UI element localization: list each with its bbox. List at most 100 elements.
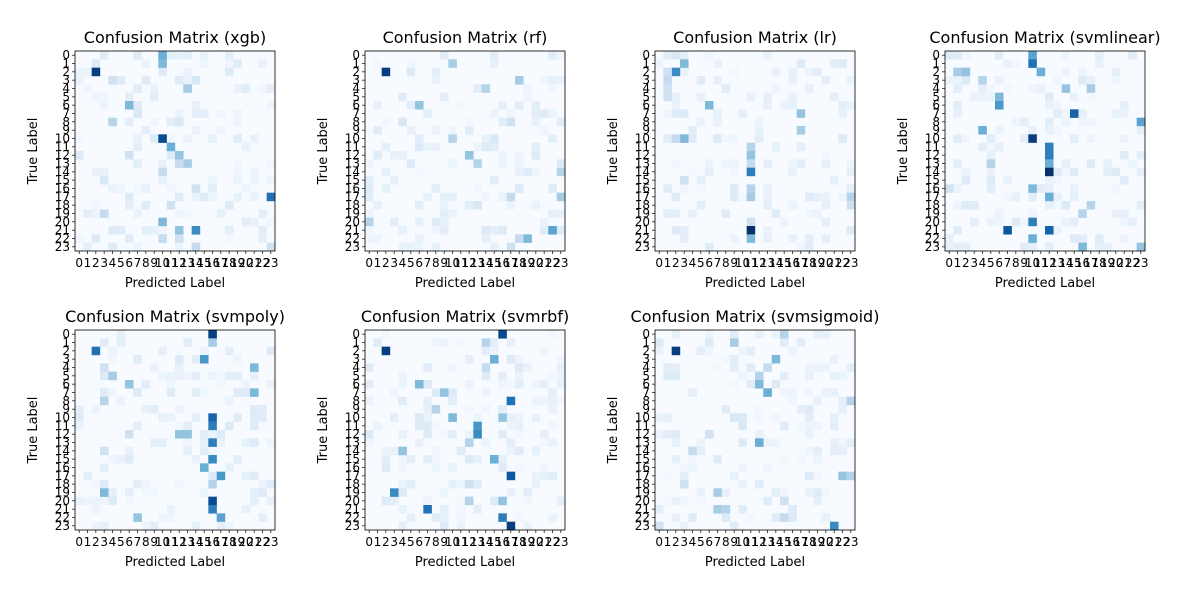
x-tick-label: 13 — [760, 535, 775, 549]
heatmap-cell — [191, 226, 201, 235]
heatmap-cell — [548, 388, 557, 397]
heatmap-cell — [763, 234, 772, 243]
heatmap-cell — [233, 167, 242, 177]
heatmap-cell — [1070, 234, 1079, 243]
x-tick-label: 0 — [75, 256, 83, 270]
heatmap-cell — [515, 413, 524, 422]
heatmap-cell — [821, 330, 831, 339]
x-tick-label: 12 — [462, 256, 477, 270]
heatmap-cell — [208, 471, 217, 481]
heatmap-cell — [91, 505, 101, 514]
heatmap-cell — [225, 396, 234, 406]
heatmap-cell — [225, 51, 234, 60]
heatmap-cell — [738, 346, 747, 356]
heatmap-cell — [133, 142, 142, 152]
heatmap-cell — [1136, 117, 1146, 127]
heatmap-cell — [713, 455, 722, 464]
heatmap-cell — [746, 226, 756, 235]
heatmap-cell — [771, 84, 781, 93]
heatmap-cell — [158, 413, 167, 422]
heatmap-cell — [680, 234, 689, 243]
heatmap-cell — [1078, 76, 1087, 85]
heatmap-cell — [746, 142, 756, 152]
y-tick-label: 22 — [635, 232, 650, 246]
y-tick-label: 14 — [55, 444, 70, 458]
heatmap-cell — [200, 355, 209, 364]
y-tick-label: 12 — [345, 427, 360, 441]
heatmap-cell — [986, 184, 996, 193]
heatmap-cell — [821, 513, 831, 522]
heatmap-cell — [258, 209, 267, 218]
heatmap-cell — [805, 242, 814, 252]
x-tick-label: 2 — [382, 256, 390, 270]
heatmap-cell — [953, 201, 962, 210]
y-tick-label: 17 — [55, 190, 70, 204]
heatmap-cell — [788, 167, 797, 177]
heatmap-cell — [1061, 84, 1071, 93]
heatmap-cell — [1103, 167, 1112, 177]
heatmap-cell — [200, 488, 209, 497]
heatmap-cell — [100, 209, 109, 218]
heatmap-cell — [780, 455, 789, 464]
heatmap-cell — [258, 488, 267, 497]
heatmap-cell — [406, 242, 416, 252]
heatmap-cell — [540, 430, 549, 439]
heatmap-cell — [671, 67, 681, 77]
heatmap-cell — [548, 226, 557, 235]
x-tick-label: 4 — [109, 256, 117, 270]
heatmap-cell — [1136, 201, 1146, 210]
heatmap-cell — [1011, 59, 1021, 68]
heatmap-cell — [465, 151, 474, 160]
heatmap-cell — [1003, 59, 1012, 68]
heatmap-cell — [250, 363, 259, 372]
heatmap-cell — [515, 463, 524, 472]
heatmap-cell — [183, 76, 192, 85]
y-tick-label: 16 — [925, 182, 940, 196]
heatmap-cell — [548, 51, 557, 60]
x-tick-label: 15 — [1067, 256, 1082, 270]
heatmap-cell — [523, 92, 532, 102]
heatmap-cell — [498, 430, 507, 439]
heatmap-cell — [696, 488, 706, 497]
heatmap-cell — [696, 446, 706, 456]
y-tick-label: 12 — [925, 148, 940, 162]
y-tick-label: 15 — [635, 452, 650, 466]
heatmap-cell — [738, 421, 747, 431]
heatmap-cell — [730, 413, 739, 422]
heatmap-cell — [481, 134, 491, 143]
heatmap-cell — [838, 134, 847, 143]
heatmap-cell — [365, 430, 374, 439]
heatmap-cell — [125, 488, 134, 497]
heatmap-cell — [830, 176, 839, 185]
heatmap-cell — [705, 330, 714, 339]
heatmap-cell — [846, 184, 856, 193]
heatmap-cell — [490, 355, 499, 364]
heatmap-cell — [83, 209, 92, 218]
heatmap-cell — [1053, 76, 1062, 85]
heatmap-cell — [406, 480, 416, 489]
heatmap-cell — [440, 209, 449, 218]
heatmap-cell — [953, 184, 962, 193]
heatmap-cell — [423, 455, 432, 464]
y-tick-label: 15 — [635, 173, 650, 187]
heatmap-cell — [381, 496, 391, 506]
heatmap-cell — [381, 67, 391, 77]
heatmap-cell — [755, 405, 764, 414]
heatmap-cell — [415, 242, 424, 252]
heatmap-cell — [398, 488, 407, 497]
heatmap-cell — [796, 126, 806, 135]
heatmap-cell — [183, 446, 192, 456]
heatmap-cell — [515, 430, 524, 439]
heatmap-cell — [671, 346, 681, 356]
y-tick-label: 20 — [55, 215, 70, 229]
heatmap-cell — [465, 430, 474, 439]
heatmap-cell — [233, 192, 242, 202]
heatmap-cell — [166, 505, 176, 514]
heatmap-cell — [75, 405, 84, 414]
y-tick-label: 12 — [55, 427, 70, 441]
heatmap-cell — [75, 496, 84, 506]
heatmap-cell — [515, 76, 524, 85]
heatmap-cell — [183, 338, 192, 347]
y-tick-label: 9 — [642, 402, 650, 416]
heatmap-cell — [821, 217, 831, 227]
